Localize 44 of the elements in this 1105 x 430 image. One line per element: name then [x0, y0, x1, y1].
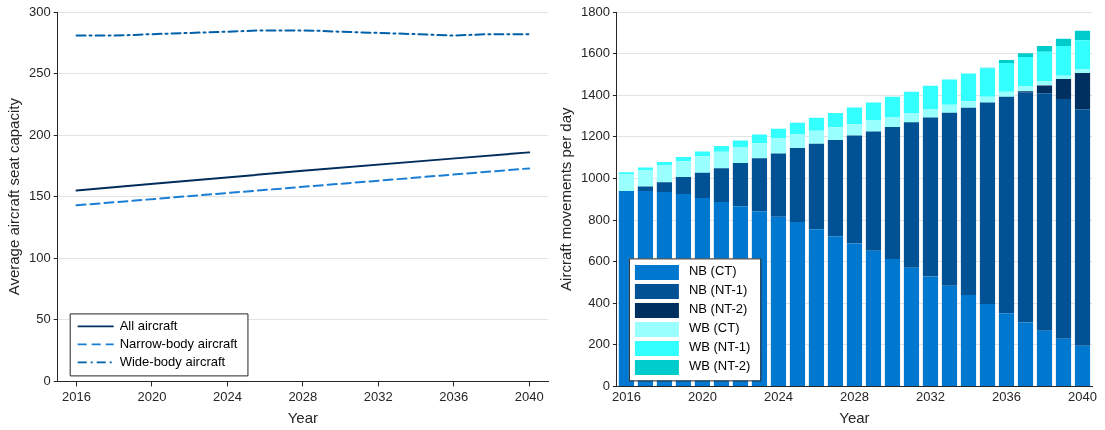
x-tick-label: 2024	[212, 388, 242, 404]
x-tick-label: 2028	[288, 388, 318, 404]
legend-label: Wide-body aircraft	[119, 353, 226, 369]
y-tick-label: 1000	[581, 169, 610, 185]
legend-label: WB (CT)	[688, 320, 740, 336]
x-tick-label: 2032	[916, 388, 945, 404]
x-axis-title: Year	[287, 409, 318, 427]
x-tick-label: 2036	[992, 388, 1021, 404]
legend-label: NB (CT)	[688, 263, 737, 279]
x-tick-label: 2028	[840, 388, 869, 404]
y-tick-label: 150	[28, 188, 51, 204]
legend-label: Narrow-body aircraft	[119, 335, 238, 351]
y-tick-label: 300	[28, 3, 51, 19]
legend-label: NB (NT-2)	[688, 301, 748, 317]
legend-label: WB (NT-2)	[688, 358, 751, 374]
x-tick-label: 2036	[439, 388, 469, 404]
x-axis-title: Year	[839, 409, 870, 427]
y-tick-label: 250	[28, 65, 51, 81]
x-tick-label: 2020	[137, 388, 167, 404]
y-tick-label: 1200	[581, 128, 610, 144]
y-tick-label: 400	[588, 294, 610, 310]
y-tick-label: 0	[43, 372, 51, 388]
y-tick-label: 800	[588, 211, 610, 227]
y-tick-label: 1600	[581, 45, 610, 61]
y-tick-label: 1400	[581, 86, 610, 102]
y-tick-label: 100	[28, 249, 51, 265]
legend-label: WB (NT-1)	[688, 339, 751, 355]
y-tick-label: 200	[28, 126, 51, 142]
y-tick-label: 600	[588, 253, 610, 269]
y-tick-label: 50	[36, 311, 51, 327]
y-tick-label: 1800	[581, 3, 610, 19]
y-tick-label: 0	[602, 377, 610, 393]
x-tick-label: 2024	[763, 388, 793, 404]
y-axis-title: Average aircraft seat capacity	[5, 97, 23, 296]
x-tick-label: 2040	[514, 388, 544, 404]
y-axis-title: Aircraft movements per day	[557, 107, 575, 291]
x-tick-label: 2016	[62, 388, 92, 404]
x-tick-label: 2016	[611, 388, 641, 404]
legend-label: All aircraft	[119, 317, 178, 333]
legend-label: NB (NT-1)	[688, 282, 748, 298]
y-tick-label: 200	[588, 336, 610, 352]
x-tick-label: 2032	[363, 388, 393, 404]
x-tick-label: 2040	[1068, 388, 1097, 404]
x-tick-label: 2020	[687, 388, 717, 404]
